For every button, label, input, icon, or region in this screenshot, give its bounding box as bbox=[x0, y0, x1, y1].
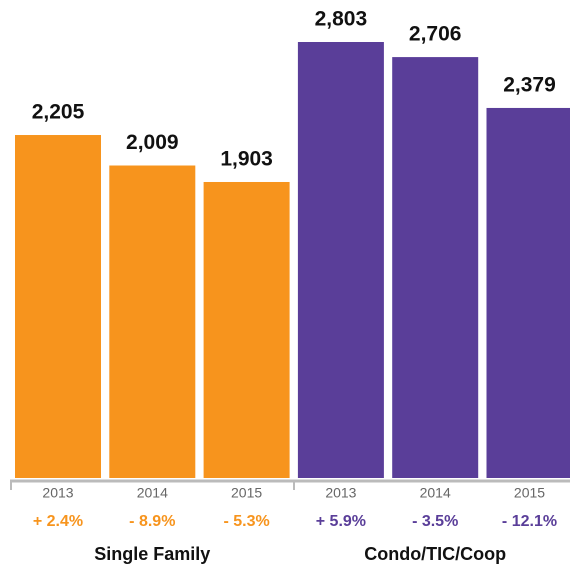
value-label: 2,706 bbox=[409, 23, 462, 46]
x-tick-label: 2014 bbox=[137, 485, 168, 501]
bar bbox=[297, 42, 384, 478]
group-label: Condo/TIC/Coop bbox=[364, 544, 506, 564]
bar bbox=[109, 165, 196, 478]
value-label: 2,009 bbox=[126, 131, 179, 154]
x-tick-label: 2015 bbox=[231, 485, 262, 501]
x-tick-label: 2015 bbox=[514, 485, 545, 501]
change-label: - 3.5% bbox=[412, 513, 458, 530]
value-label: 2,803 bbox=[315, 8, 368, 31]
value-label: 2,205 bbox=[32, 101, 85, 124]
change-label: - 8.9% bbox=[129, 513, 175, 530]
value-label: 1,903 bbox=[220, 148, 273, 171]
bar bbox=[486, 107, 570, 478]
change-label: - 12.1% bbox=[502, 513, 557, 530]
change-label: - 5.3% bbox=[223, 513, 269, 530]
x-tick-label: 2013 bbox=[325, 485, 356, 501]
x-tick-label: 2014 bbox=[420, 485, 451, 501]
bar bbox=[15, 135, 101, 478]
group-label: Single Family bbox=[94, 544, 210, 564]
value-label: 2,379 bbox=[503, 73, 556, 96]
change-label: + 2.4% bbox=[33, 513, 83, 530]
bar bbox=[392, 57, 479, 478]
bar bbox=[203, 181, 290, 478]
change-label: + 5.9% bbox=[316, 513, 366, 530]
x-tick-label: 2013 bbox=[42, 485, 73, 501]
